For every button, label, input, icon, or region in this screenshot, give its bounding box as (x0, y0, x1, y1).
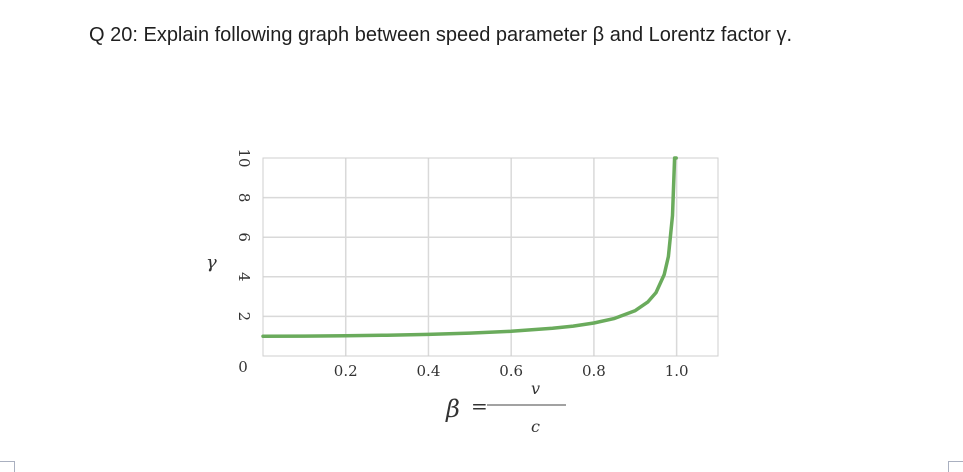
x-axis-denominator: c (531, 417, 540, 436)
y-tick-label-2: 2 (235, 312, 253, 322)
y-axis-label: γ (206, 252, 217, 273)
y-tick-label-8: 8 (235, 193, 253, 203)
gamma-curve (261, 156, 678, 338)
x-tick-label-0.4: 0.4 (417, 362, 441, 380)
x-tick-label-0.2: 0.2 (334, 362, 358, 380)
y-tick-label-4: 4 (235, 272, 253, 282)
x-tick-labels: 0.2 0.4 0.6 0.8 1.0 (334, 362, 689, 380)
y-tick-label-10: 10 (235, 148, 253, 167)
y-tick-label-0: 0 (238, 358, 248, 376)
x-axis-beta: β (445, 395, 460, 423)
x-axis-numerator: v (531, 379, 540, 398)
page-corner-right (948, 461, 963, 472)
x-tick-label-1.0: 1.0 (665, 362, 689, 380)
page-corner-left (0, 461, 15, 472)
x-tick-label-0.8: 0.8 (582, 362, 606, 380)
plot-frame (262, 157, 719, 357)
question-text: Q 20: Explain following graph between sp… (89, 24, 793, 46)
y-tick-labels: 10 8 6 4 2 0 (235, 148, 253, 376)
x-axis-equals: = (471, 394, 488, 418)
x-tick-label-0.6: 0.6 (499, 362, 523, 380)
chart-grid (263, 158, 718, 356)
y-tick-label-6: 6 (235, 232, 253, 242)
